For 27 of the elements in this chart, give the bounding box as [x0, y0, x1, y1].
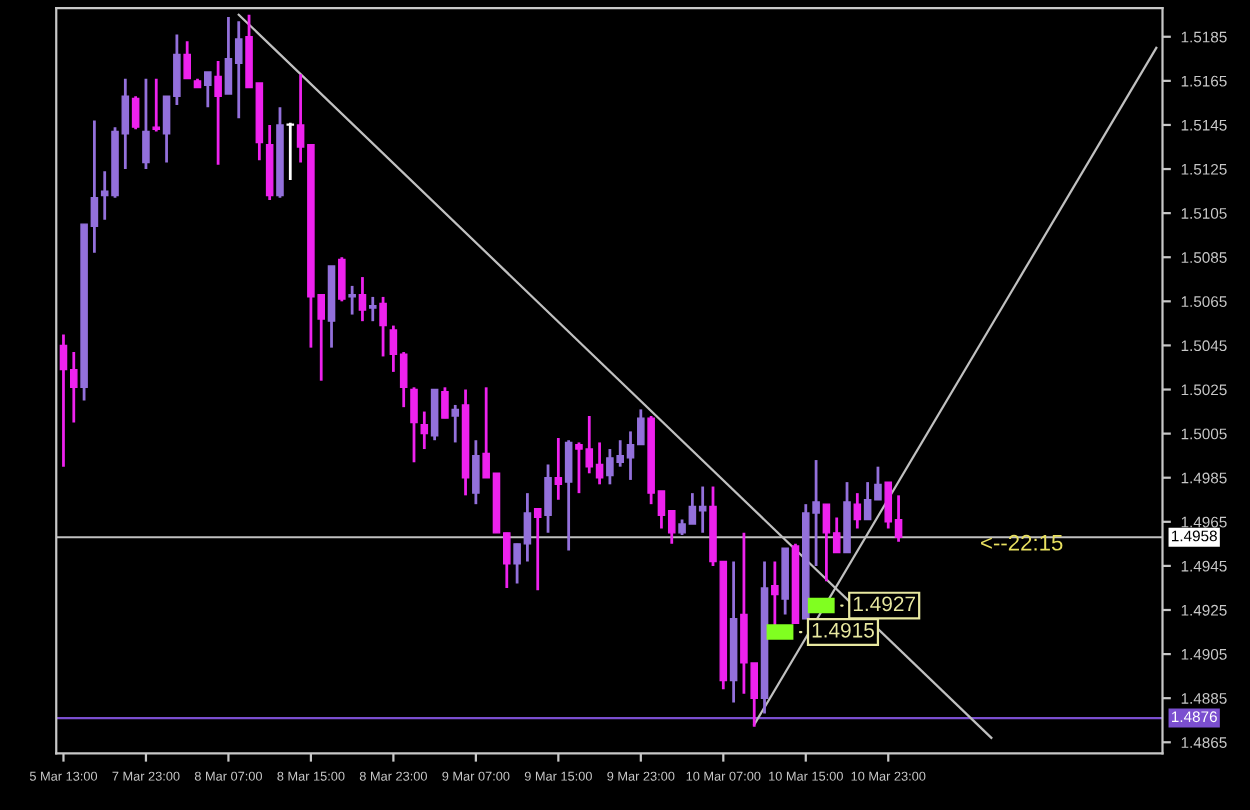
- candlestick: [358, 275, 367, 323]
- candlestick: [544, 463, 552, 535]
- annotation: 1.4915: [812, 622, 874, 638]
- annotation: 1.4927: [853, 596, 916, 612]
- candlestick: [204, 70, 212, 109]
- candlestick: [472, 438, 480, 506]
- candlestick: [410, 385, 418, 464]
- candlestick: [286, 121, 295, 182]
- candlestick: [420, 410, 429, 451]
- candlestick: [368, 295, 377, 323]
- candlestick: [214, 59, 222, 167]
- candlestick: [338, 255, 346, 303]
- candlestick: [533, 507, 542, 592]
- candlestick: [853, 491, 862, 530]
- candlestick: [379, 295, 387, 358]
- candlestick: [152, 77, 161, 133]
- candlestick: [441, 385, 449, 420]
- candlestick: [564, 438, 573, 552]
- candlestick: [142, 77, 150, 171]
- annotation: <--22:15: [981, 534, 1063, 551]
- candlestick: [451, 403, 460, 444]
- candlestick: [183, 39, 191, 81]
- candlestick: [430, 388, 439, 442]
- candlestick: [348, 284, 356, 316]
- candlestick: [771, 560, 779, 630]
- candlestick: [554, 436, 563, 502]
- candlestick: [131, 94, 140, 131]
